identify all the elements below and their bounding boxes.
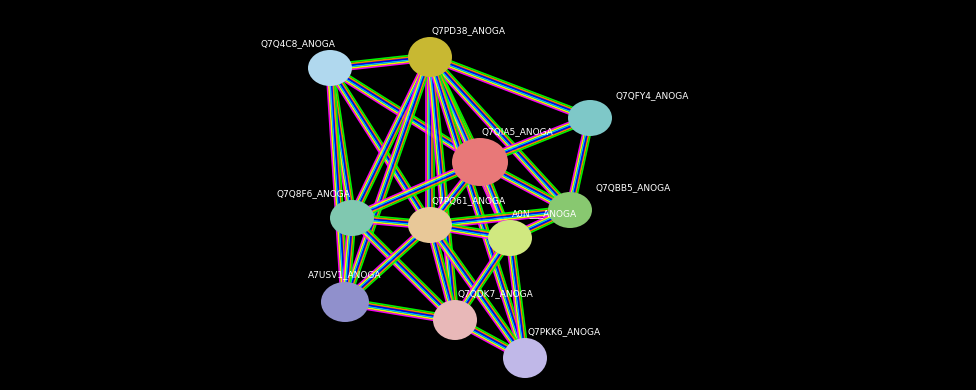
Ellipse shape (503, 338, 547, 378)
Text: A0N___ANOGA: A0N___ANOGA (512, 209, 577, 218)
Text: Q7QDK7_ANOGA: Q7QDK7_ANOGA (457, 289, 533, 298)
Ellipse shape (408, 37, 452, 77)
Ellipse shape (308, 50, 352, 86)
Ellipse shape (568, 100, 612, 136)
Text: Q7QIA5_ANOGA: Q7QIA5_ANOGA (482, 127, 553, 136)
Ellipse shape (488, 220, 532, 256)
Ellipse shape (408, 207, 452, 243)
Text: Q7PD38_ANOGA: Q7PD38_ANOGA (432, 26, 506, 35)
Ellipse shape (330, 200, 374, 236)
Text: Q7PQ61_ANOGA: Q7PQ61_ANOGA (432, 196, 507, 205)
Text: Q7QBB5_ANOGA: Q7QBB5_ANOGA (596, 183, 671, 192)
Ellipse shape (452, 138, 508, 186)
Ellipse shape (433, 300, 477, 340)
Ellipse shape (548, 192, 592, 228)
Text: Q7Q4C8_ANOGA: Q7Q4C8_ANOGA (261, 39, 335, 48)
Text: Q7Q8F6_ANOGA: Q7Q8F6_ANOGA (276, 189, 350, 198)
Text: A7USV1_ANOGA: A7USV1_ANOGA (308, 270, 382, 279)
Text: Q7QFY4_ANOGA: Q7QFY4_ANOGA (616, 91, 689, 100)
Text: Q7PKK6_ANOGA: Q7PKK6_ANOGA (527, 327, 600, 336)
Ellipse shape (321, 282, 369, 322)
